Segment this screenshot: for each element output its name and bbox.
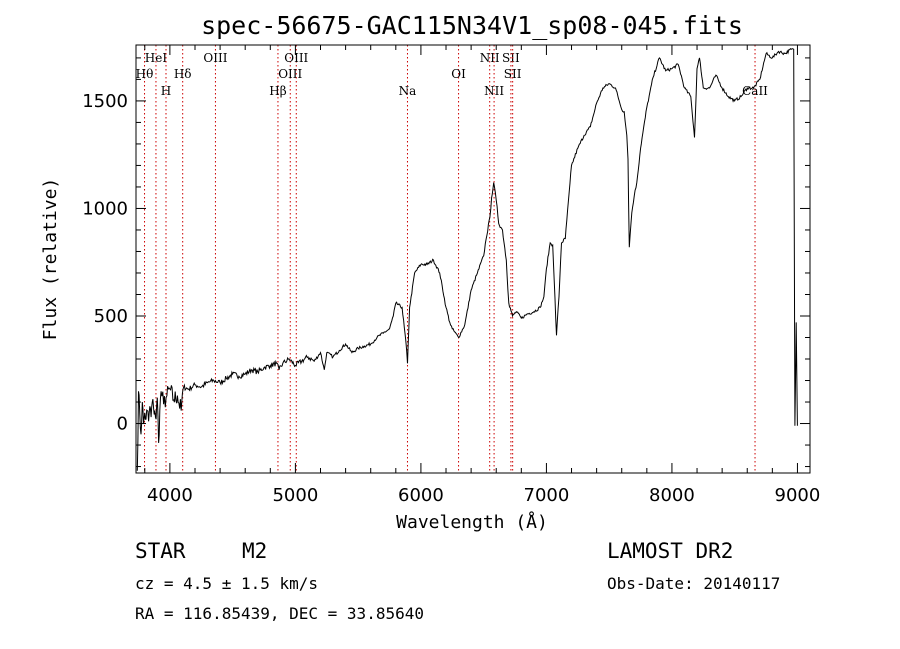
y-tick-label: 1500 [82, 91, 128, 112]
flux-line [136, 48, 798, 471]
y-tick-label: 0 [117, 414, 128, 435]
survey-name: LAMOST DR2 [607, 539, 733, 563]
line-marker-label: HeI [145, 51, 168, 65]
object-class: STAR [135, 539, 186, 563]
obs-date: Obs-Date: 20140117 [607, 574, 780, 593]
axes: 4000 5000 6000 7000 8000 9000 0 500 1000 1500 [82, 44, 821, 506]
line-marker-label: NII [480, 51, 500, 65]
line-marker-label: Na [399, 84, 417, 98]
line-marker-label: H [161, 84, 171, 98]
y-tick-label: 1000 [82, 198, 128, 219]
y-axis-label: Flux (relative) [40, 178, 61, 341]
line-marker-label: SII [504, 67, 522, 81]
line-marker-label: SII [502, 51, 520, 65]
x-tick-label: 9000 [775, 485, 821, 506]
emission-line-markers: HθHeIHHδOIIIHβOIIIOIIINaOINIINIISIISIICa… [136, 45, 768, 473]
line-marker-label: NII [484, 84, 504, 98]
line-marker-label: OI [451, 67, 466, 81]
chart-title: spec-56675-GAC115N34V1_sp08-045.fits [201, 11, 743, 40]
line-marker-label: Hδ [174, 67, 192, 81]
redshift-cz: cz = 4.5 ± 1.5 km/s [135, 574, 318, 593]
line-marker-label: Hβ [269, 84, 286, 98]
x-tick-label: 8000 [649, 485, 695, 506]
flux-series [136, 48, 798, 471]
x-tick-label: 6000 [398, 485, 444, 506]
x-tick-label: 4000 [147, 485, 193, 506]
line-marker-label: OIII [203, 51, 227, 65]
y-tick-label: 500 [94, 306, 128, 327]
line-marker-label: OIII [278, 67, 302, 81]
line-marker-label: Hθ [136, 67, 154, 81]
plot-frame [135, 44, 811, 474]
line-marker-label: OIII [284, 51, 308, 65]
info-panel: STAR M2 LAMOST DR2 cz = 4.5 ± 1.5 km/s O… [135, 539, 780, 623]
x-tick-label: 5000 [272, 485, 318, 506]
x-axis-label: Wavelength (Å) [396, 511, 548, 533]
x-tick-label: 7000 [524, 485, 570, 506]
object-subclass: M2 [242, 539, 267, 563]
coordinates: RA = 116.85439, DEC = 33.85640 [135, 604, 424, 623]
